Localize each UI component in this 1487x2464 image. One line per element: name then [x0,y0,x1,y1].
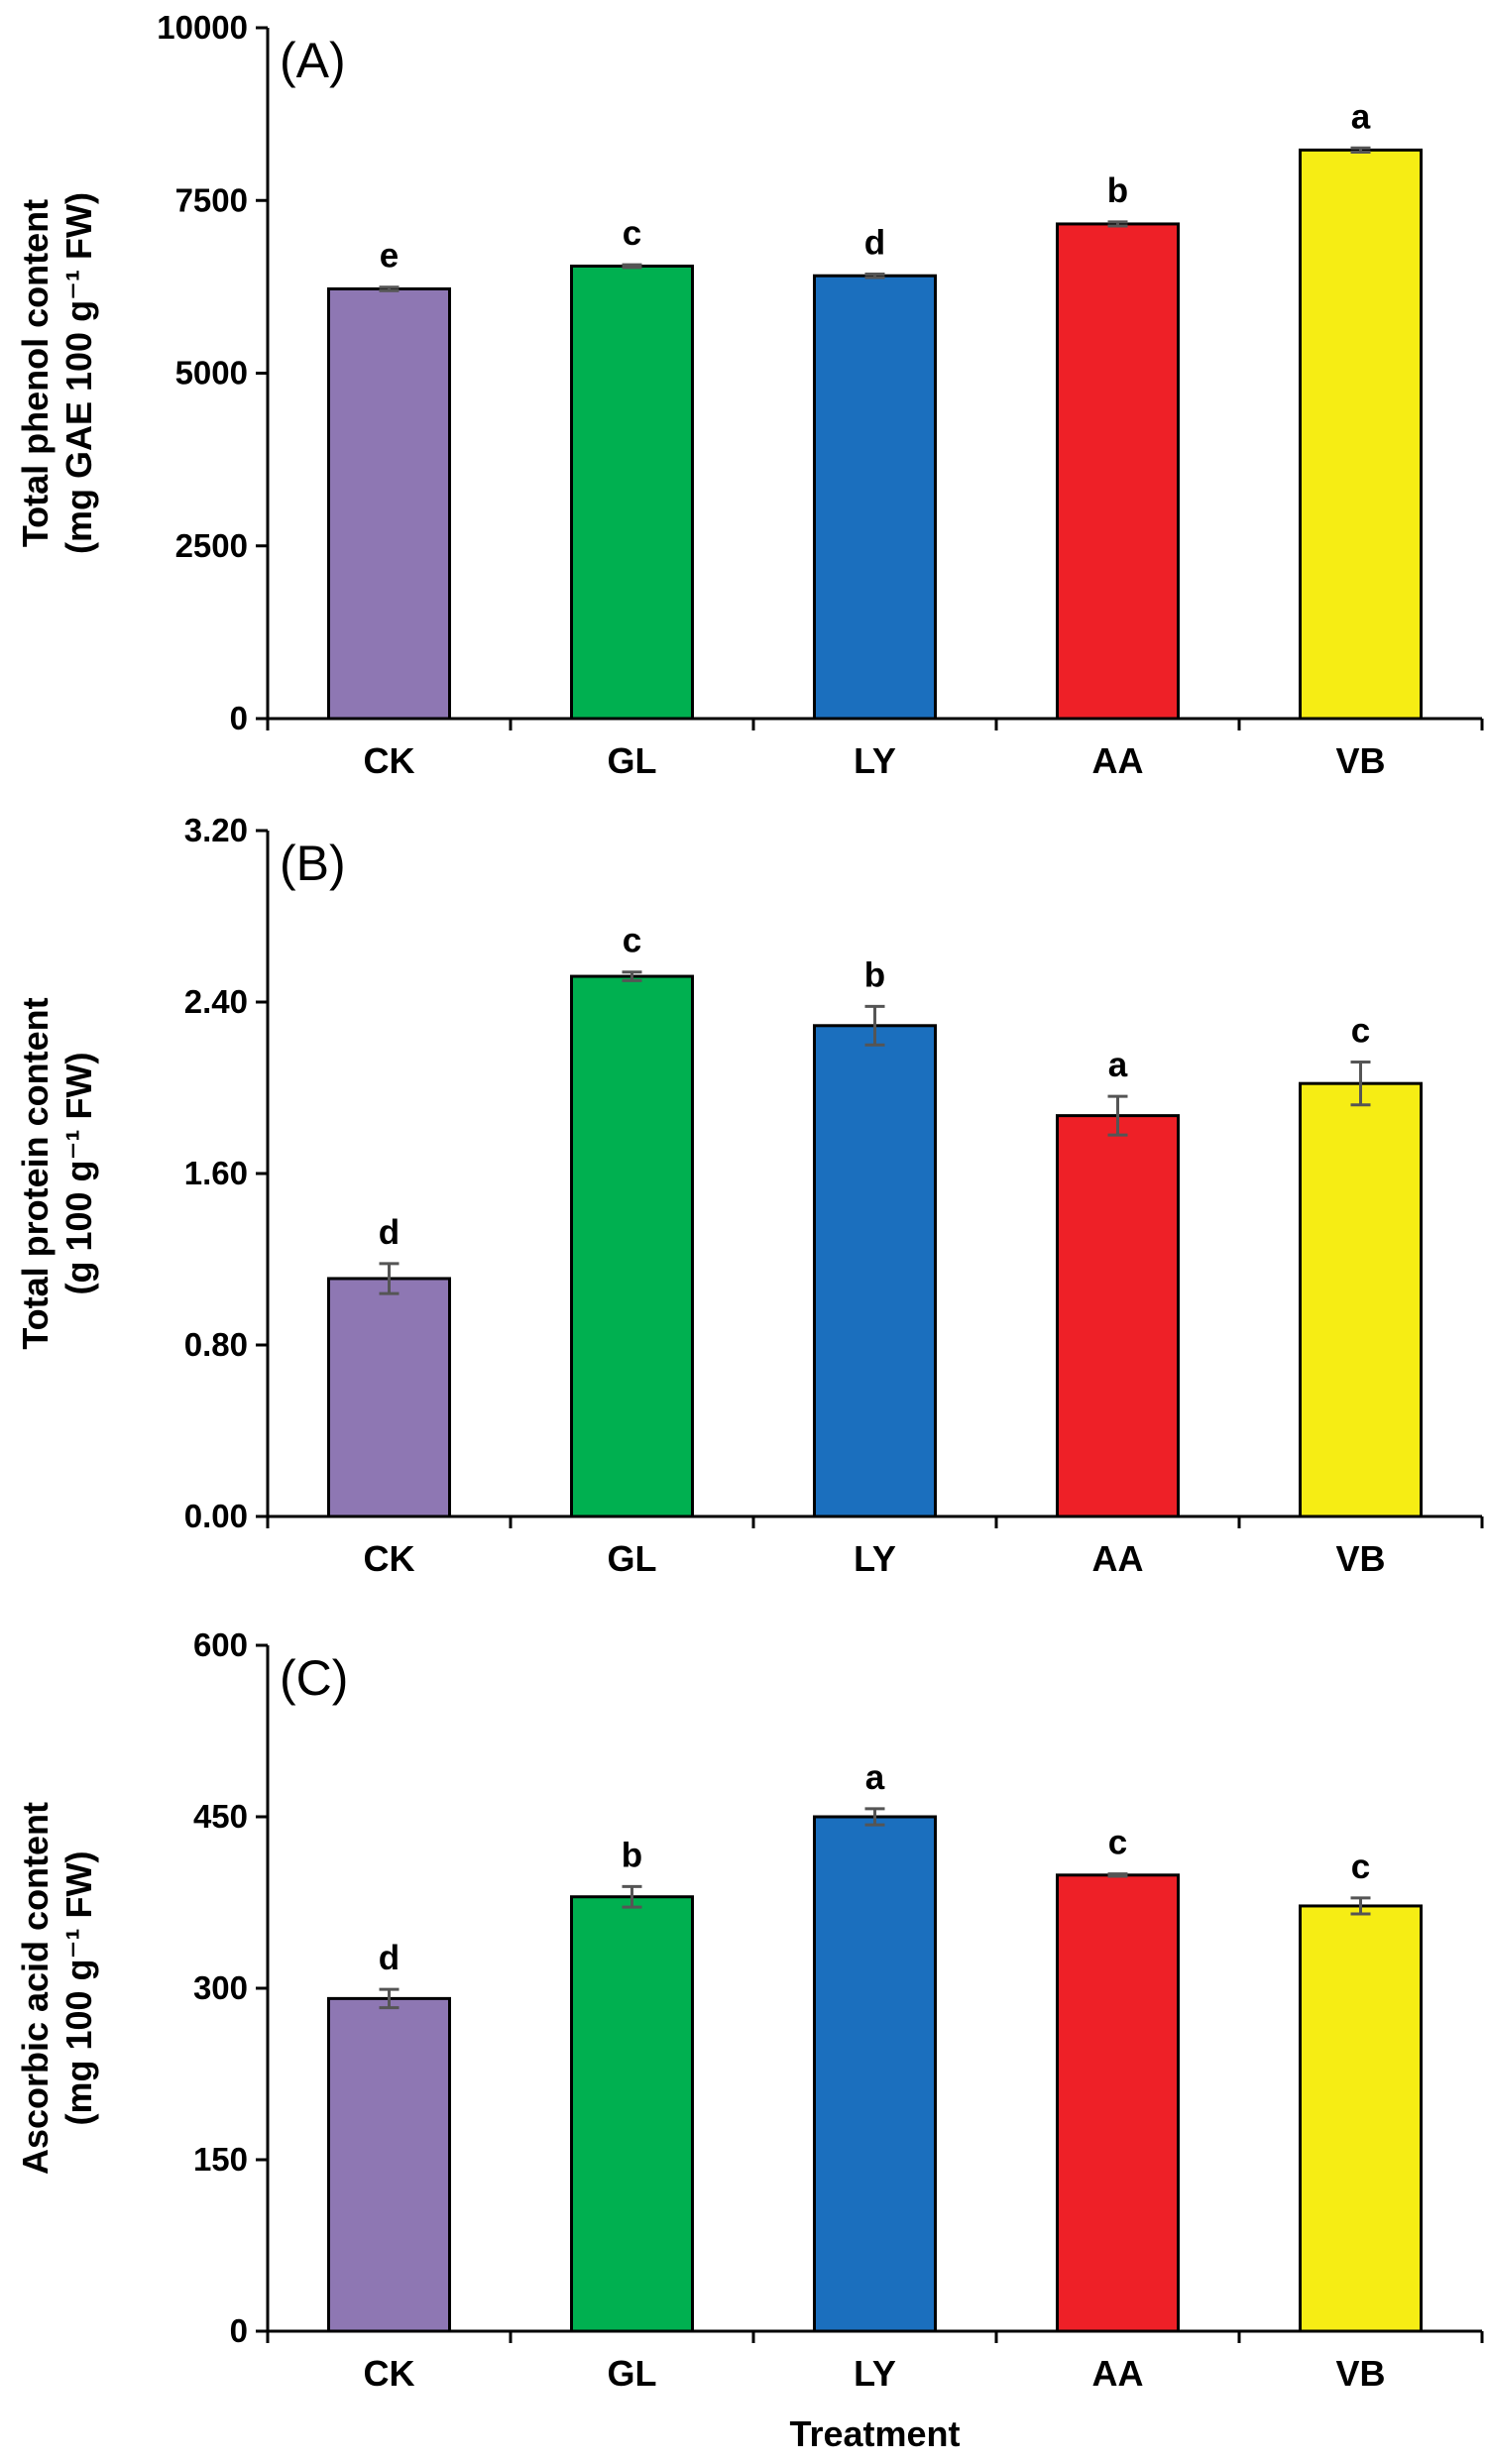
y-tick-label: 5000 [175,355,248,392]
y-tick-label: 10000 [157,9,248,46]
x-category-label: LY [854,2353,896,2394]
y-tick-label: 600 [193,1626,248,1663]
significance-letter: c [623,922,641,960]
y-axis-title-line2: (g 100 g⁻¹ FW) [58,1053,99,1295]
y-axis-title-line1: Ascorbic acid content [15,1802,56,2175]
bar-gl [570,264,694,721]
bar-ly [813,1024,937,1518]
bar-ck [327,1996,451,2333]
bar-vb [1299,1904,1423,2333]
x-category-label: GL [608,2353,657,2394]
significance-letter: c [1351,1012,1370,1051]
significance-letter: c [1108,1824,1127,1862]
x-category-label: VB [1335,2353,1385,2394]
significance-letter: d [379,1213,400,1252]
y-axis-title-line2: (mg GAE 100 g⁻¹ FW) [58,192,99,554]
y-tick-label: 0.00 [184,1498,248,1534]
bar-aa [1056,1114,1180,1518]
significance-letter: c [1351,1848,1370,1886]
significance-letter: d [379,1939,400,1977]
y-tick-label: 0.80 [184,1326,248,1363]
y-tick-label: 3.20 [184,812,248,848]
bar-vb [1299,148,1423,721]
bar-ly [813,1815,937,2333]
bar-aa [1056,1873,1180,2333]
significance-letter: b [622,1836,642,1874]
significance-letter: b [864,955,885,994]
x-category-label: VB [1335,740,1385,781]
x-category-label: AA [1092,2353,1144,2394]
x-category-label: GL [608,740,657,781]
y-tick-label: 7500 [175,181,248,218]
panel-label: (A) [280,33,346,88]
x-category-label: LY [854,740,896,781]
y-tick-label: 0 [230,2312,248,2349]
significance-letter: a [1351,97,1371,136]
x-category-label: AA [1092,1538,1144,1579]
y-tick-label: 300 [193,1969,248,2006]
x-category-label: CK [364,1538,415,1579]
bar-vb [1299,1081,1423,1518]
panel-label: (C) [280,1650,348,1706]
significance-letter: a [1108,1046,1128,1084]
bar-ly [813,274,937,721]
y-axis-title-line1: Total protein content [15,997,56,1349]
x-category-label: CK [364,740,415,781]
significance-letter: d [864,223,885,262]
bar-gl [570,974,694,1518]
y-axis-title-line2: (mg 100 g⁻¹ FW) [58,1851,99,2126]
x-category-label: GL [608,1538,657,1579]
x-category-label: VB [1335,1538,1385,1579]
significance-letter: b [1107,171,1128,210]
y-tick-label: 150 [193,2141,248,2178]
x-category-label: LY [854,1538,896,1579]
y-tick-label: 1.60 [184,1155,248,1191]
y-tick-label: 450 [193,1798,248,1835]
x-category-label: AA [1092,740,1144,781]
y-tick-label: 2.40 [184,983,248,1020]
y-axis-title-line1: Total phenol content [15,199,56,547]
y-tick-label: 0 [230,700,248,736]
x-category-label: CK [364,2353,415,2394]
y-tick-label: 2500 [175,527,248,564]
bar-ck [327,286,451,721]
panel-label: (B) [280,836,346,891]
significance-letter: e [380,237,399,276]
bar-gl [570,1895,694,2333]
x-axis-title: Treatment [789,2413,960,2454]
significance-letter: a [865,1758,885,1797]
bar-ck [327,1277,451,1518]
bar-aa [1056,222,1180,721]
significance-letter: c [623,214,641,253]
